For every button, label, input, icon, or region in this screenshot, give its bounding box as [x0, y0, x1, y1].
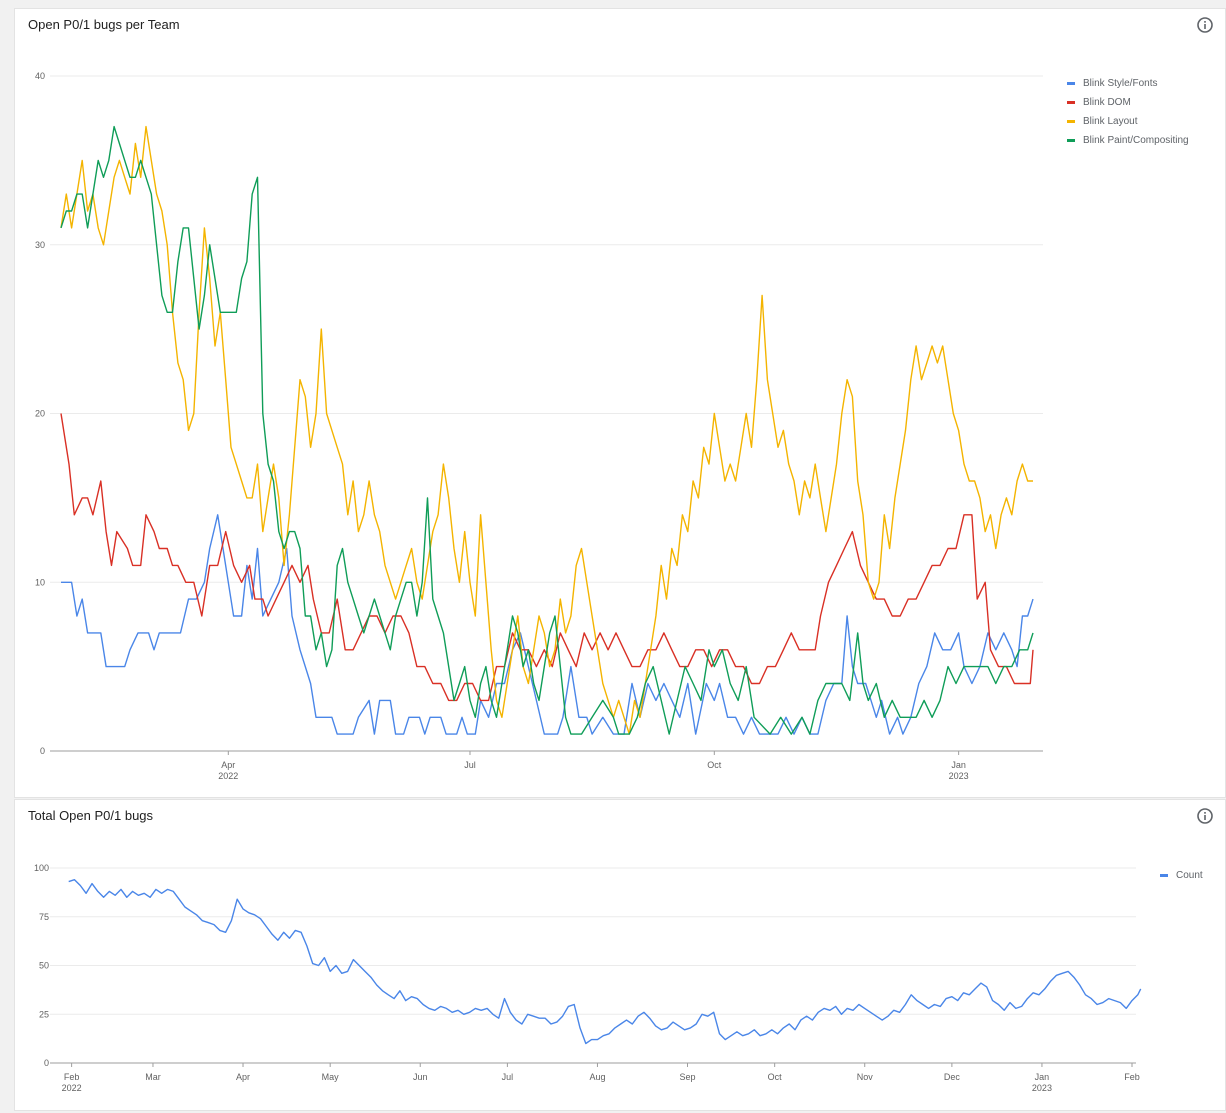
x-tick-label: Aug [589, 1072, 605, 1082]
chart-card-per-team: Open P0/1 bugs per Team 0 10 20 30 40 Apr 2022… [14, 8, 1226, 798]
x-tick-label: Jan [1035, 1072, 1050, 1082]
x-tick-label: Apr [236, 1072, 250, 1082]
x-tick-label: Oct [707, 760, 722, 770]
x-tick-sublabel: 2022 [62, 1083, 82, 1093]
legend-item[interactable]: Blink Paint/Compositing [1067, 135, 1189, 146]
series-line-0 [61, 514, 1034, 735]
x-tick-label: Jan [951, 760, 966, 770]
x-tick-label: Jun [413, 1072, 428, 1082]
chart-title: Open P0/1 bugs per Team [28, 17, 180, 32]
legend-label: Blink Style/Fonts [1083, 78, 1157, 89]
series-line-0 [68, 879, 1142, 1045]
chart-title: Total Open P0/1 bugs [28, 808, 154, 823]
legend-item[interactable]: Count [1160, 870, 1203, 881]
chart-card-total: Total Open P0/1 bugs 0 25 50 75 100 Feb 2022 Ma… [14, 799, 1226, 1111]
y-tick-label: 30 [35, 240, 45, 250]
x-tick-label: Nov [857, 1072, 874, 1082]
info-icon[interactable] [1197, 17, 1213, 33]
legend-item[interactable]: Blink Style/Fonts [1067, 78, 1157, 89]
legend-label: Blink Layout [1083, 116, 1138, 127]
legend-label: Blink Paint/Compositing [1083, 135, 1189, 146]
x-tick-label: Dec [944, 1072, 961, 1082]
legend-swatch [1067, 101, 1075, 104]
y-tick-label: 40 [35, 71, 45, 81]
y-tick-label: 25 [39, 1009, 49, 1019]
y-tick-label: 0 [40, 746, 45, 756]
legend-item[interactable]: Blink Layout [1067, 116, 1138, 127]
x-tick-label: Feb [64, 1072, 80, 1082]
x-tick-sublabel: 2023 [1032, 1083, 1052, 1093]
y-tick-label: 10 [35, 577, 45, 587]
x-tick-label: Apr [221, 760, 235, 770]
y-tick-label: 100 [34, 863, 49, 873]
info-icon[interactable] [1197, 808, 1213, 824]
x-tick-label: Feb [1124, 1072, 1140, 1082]
legend-swatch [1160, 874, 1168, 877]
x-tick-label: Mar [145, 1072, 161, 1082]
x-tick-label: Oct [768, 1072, 783, 1082]
legend-item[interactable]: Blink DOM [1067, 97, 1131, 108]
legend-swatch [1067, 139, 1075, 142]
y-tick-label: 50 [39, 961, 49, 971]
x-tick-label: Jul [502, 1072, 514, 1082]
x-tick-sublabel: 2023 [949, 771, 969, 781]
series-line-3 [60, 125, 1034, 735]
legend-label: Blink DOM [1083, 97, 1131, 108]
series-line-2 [60, 125, 1033, 735]
y-tick-label: 75 [39, 912, 49, 922]
legend-label: Count [1176, 870, 1203, 881]
x-tick-label: Sep [680, 1072, 696, 1082]
x-tick-label: Jul [464, 760, 476, 770]
legend-swatch [1067, 120, 1075, 123]
y-tick-label: 0 [44, 1058, 49, 1068]
y-tick-label: 20 [35, 409, 45, 419]
series-line-1 [60, 413, 1034, 702]
x-tick-label: May [322, 1072, 340, 1082]
legend-swatch [1067, 82, 1075, 85]
x-tick-sublabel: 2022 [218, 771, 238, 781]
